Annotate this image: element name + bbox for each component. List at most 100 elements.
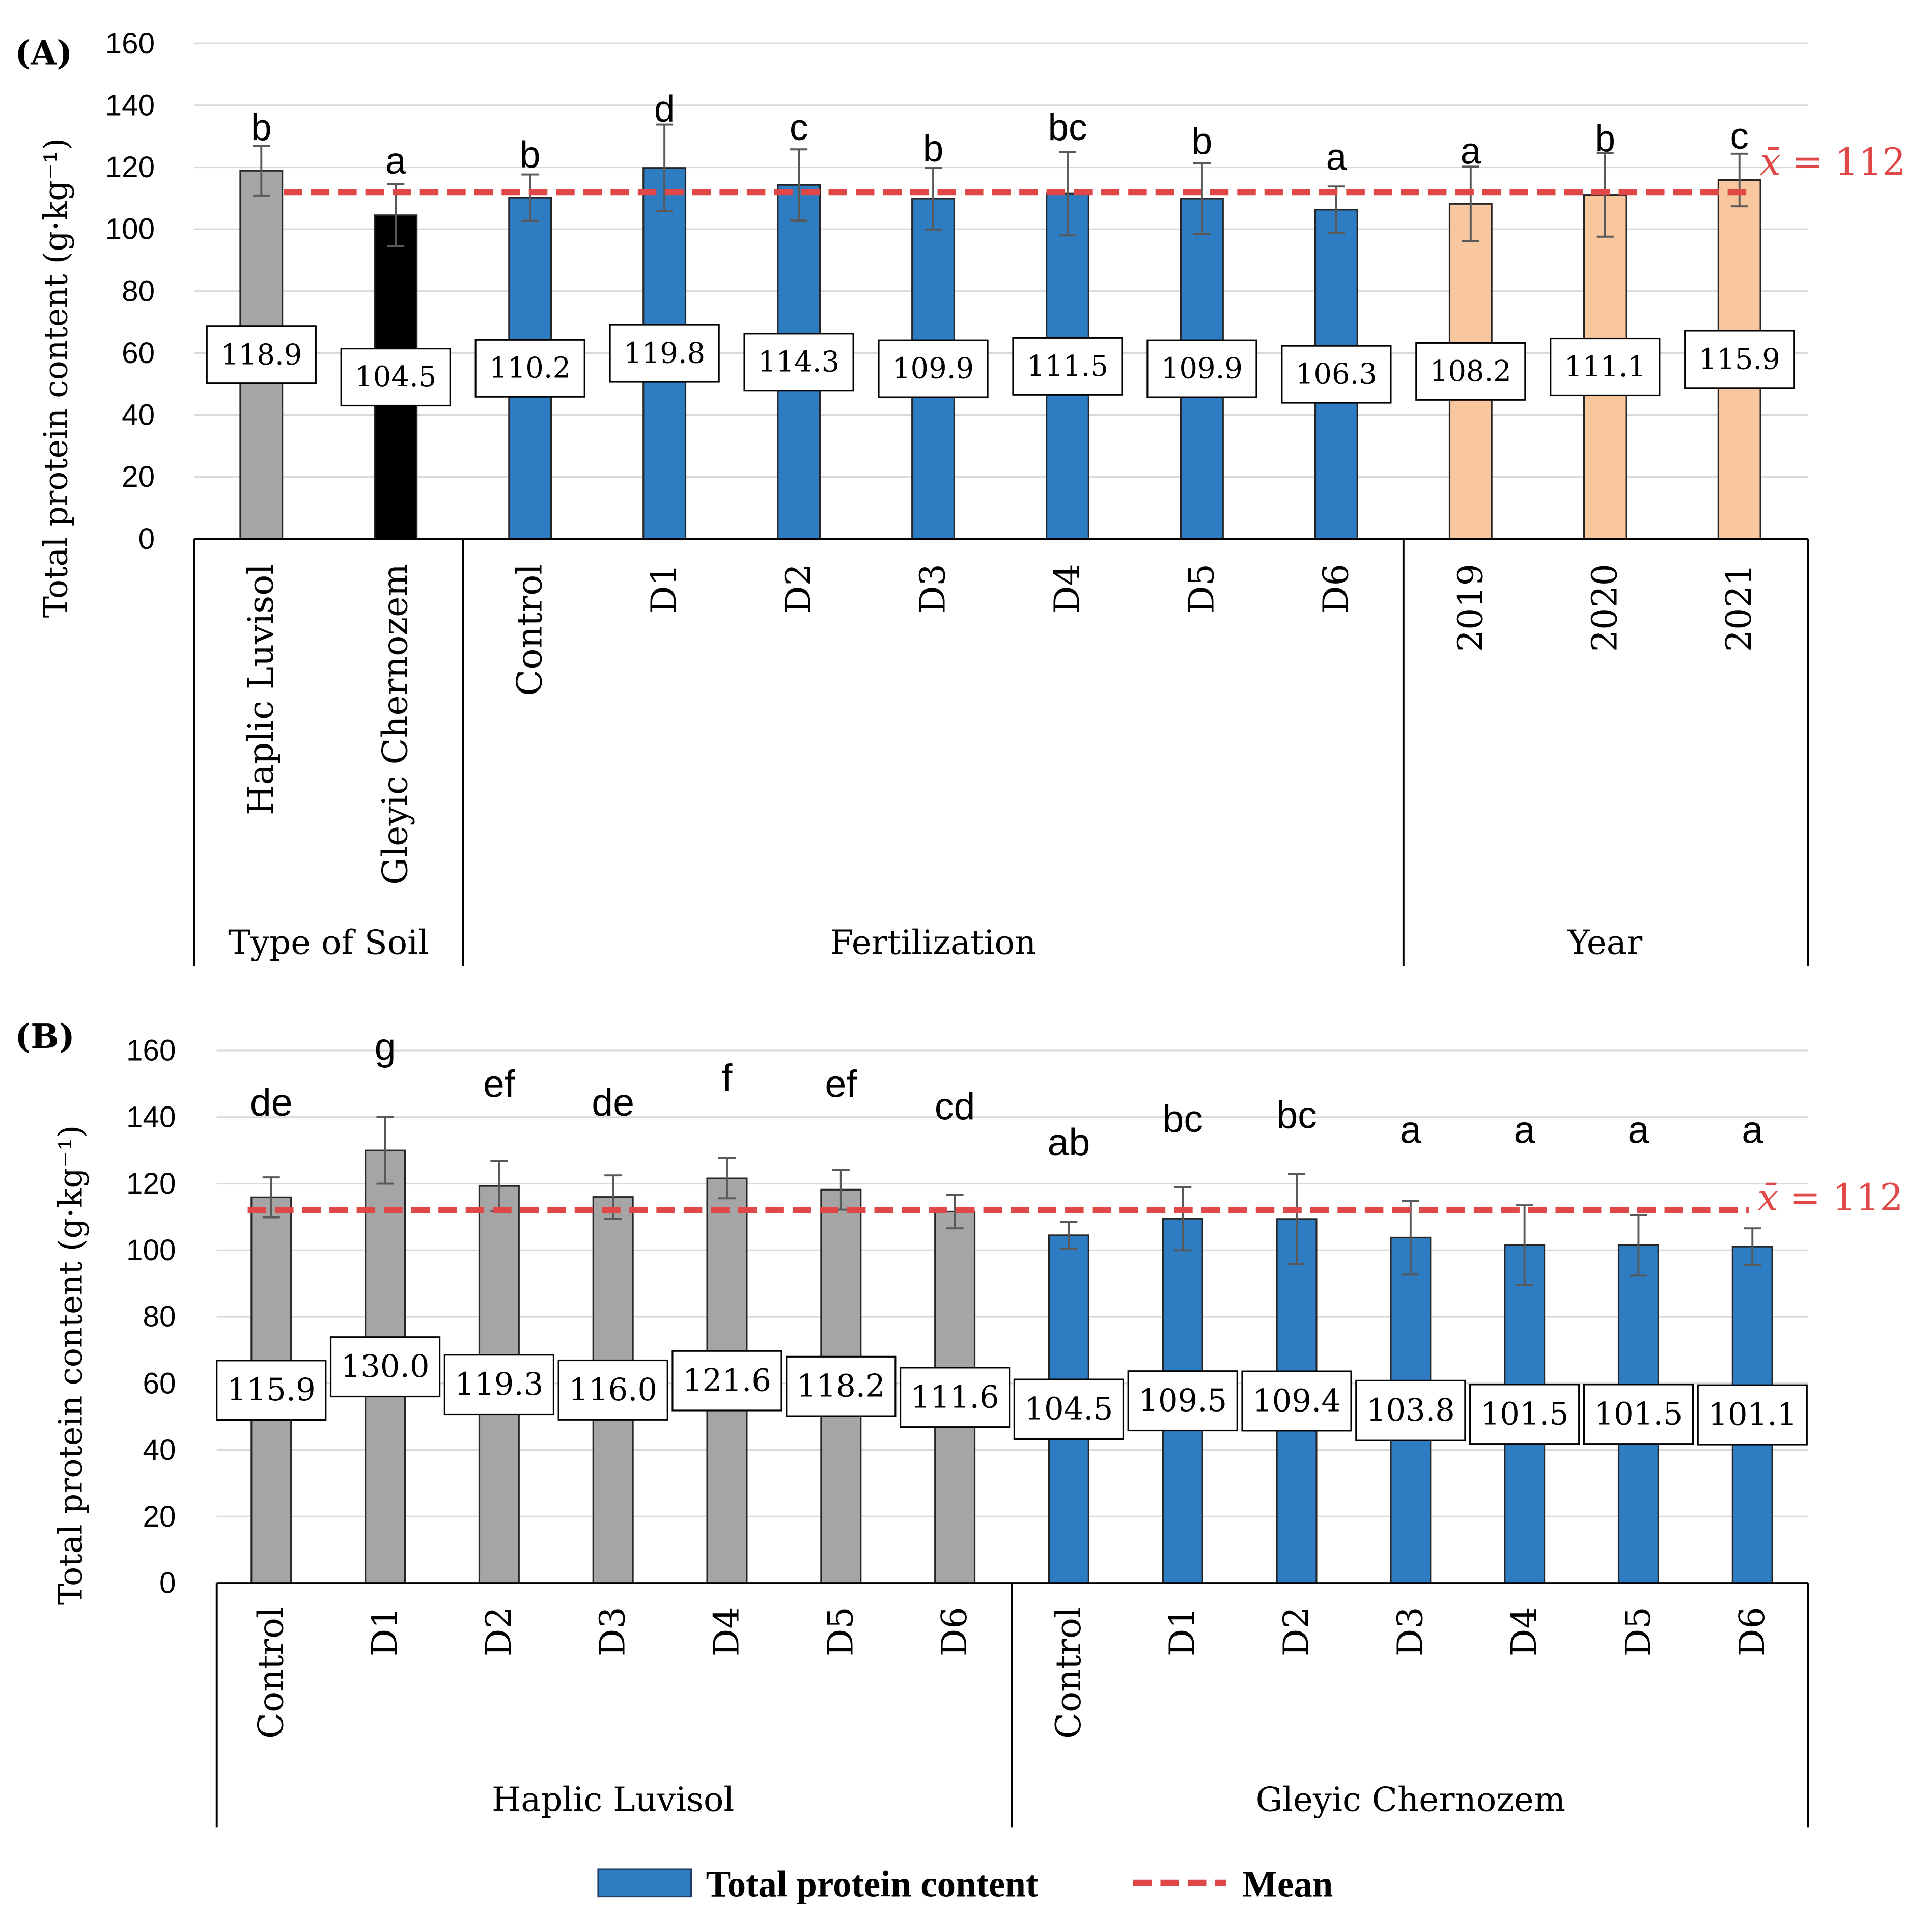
value-label-text: 109.4	[1252, 1383, 1341, 1419]
panel-a-value-label-2019: 108.2	[1415, 342, 1526, 401]
panel-b-category-label-gleyic-chernozem-d5: D5	[1618, 1607, 1659, 1656]
panel-b-y-tick-label-160: 160	[126, 1034, 176, 1067]
panel-a-significance-letter-d1: d	[654, 89, 675, 130]
panel-a-value-label-d6: 106.3	[1281, 345, 1392, 404]
value-label-box	[878, 339, 989, 398]
panel-a-mean-label: x̄ = 112	[1760, 141, 1906, 184]
value-label-box	[1469, 1384, 1580, 1445]
panel-a-category-label-d1: D1	[645, 564, 685, 614]
value-label-box	[786, 1355, 897, 1417]
panel-b-category-label-gleyic-chernozem-d4: D4	[1504, 1607, 1545, 1656]
panel-b-error-bar-haplic-luvisol-control	[262, 1176, 280, 1219]
panel-b-mean-label: x̄ = 112	[1757, 1176, 1903, 1220]
panel-b-significance-letter-gleyic-chernozem-d6: a	[1742, 1109, 1763, 1151]
value-label-box	[1697, 1384, 1808, 1446]
panel-b-value-label-haplic-luvisol-d2: 119.3	[443, 1354, 554, 1416]
panel-b-y-tick-label-120: 120	[126, 1167, 176, 1200]
panel-b-y-tick-label-0: 0	[159, 1567, 176, 1600]
panel-a-label: (A)	[15, 34, 72, 73]
value-label-text: 121.6	[683, 1363, 771, 1399]
legend: Total protein content Mean	[597, 1864, 1333, 1905]
panel-b-group-label-haplic-luvisol: Haplic Luvisol	[492, 1781, 734, 1819]
value-label-text: 119.8	[624, 337, 705, 370]
panel-b-error-bar-haplic-luvisol-d4	[718, 1157, 736, 1200]
value-label-box	[1550, 337, 1661, 397]
panel-a-y-tick-label-120: 120	[105, 151, 155, 184]
panel-a-significance-letter-d3: b	[923, 128, 944, 170]
panel-b-value-label-gleyic-chernozem-d6: 101.1	[1697, 1384, 1808, 1446]
panel-b-y-tick-label-140: 140	[126, 1100, 176, 1133]
panel-a-error-bar-2021	[1730, 152, 1748, 208]
panel-b-error-bar-gleyic-chernozem-d6	[1744, 1227, 1761, 1266]
panel-a-significance-letter-gleyic-chernozem: a	[385, 141, 406, 182]
panel-a-significance-letter-control: b	[520, 134, 541, 176]
panel-a-y-tick-label-140: 140	[105, 89, 155, 122]
panel-b-value-label-haplic-luvisol-d5: 118.2	[786, 1355, 897, 1417]
value-label-box	[474, 339, 585, 398]
panel-b-category-label-gleyic-chernozem-d1: D1	[1163, 1607, 1203, 1656]
panel-a-category-label-2020: 2020	[1585, 564, 1625, 652]
panel-b-significance-letter-gleyic-chernozem-control: ab	[1047, 1121, 1090, 1164]
panel-a-group-label-fertilization: Fertilization	[830, 923, 1037, 962]
panel-b-category-label-gleyic-chernozem-d2: D2	[1277, 1607, 1317, 1656]
panel-a-error-bar-2019	[1462, 165, 1479, 242]
panel-a-category-label-d5: D5	[1182, 564, 1222, 614]
panel-a-y-tick-label-80: 80	[122, 274, 155, 308]
panel-a-category-label-2019: 2019	[1450, 564, 1491, 652]
panel-a-value-label-d2: 114.3	[743, 333, 854, 392]
value-label-text: 115.9	[227, 1372, 316, 1408]
mean-value-text: = 112	[1792, 141, 1906, 184]
panel-b-value-label-gleyic-chernozem-d3: 103.8	[1355, 1379, 1466, 1441]
panel-a-y-tick-label-100: 100	[105, 213, 155, 246]
panel-b-error-bar-haplic-luvisol-d6	[946, 1194, 964, 1230]
value-label-box	[743, 333, 854, 392]
panel-b-y-tick-label-40: 40	[143, 1433, 176, 1467]
panel-a-category-label-control: Control	[510, 564, 550, 696]
panel-a-significance-letter-d6: a	[1326, 137, 1347, 178]
panel-b-category-label-haplic-luvisol-d5: D5	[821, 1607, 861, 1656]
panel-a-category-label-d3: D3	[913, 564, 954, 614]
value-label-text: 118.2	[797, 1369, 885, 1404]
panel-a-error-bar-haplic-luvisol	[253, 145, 270, 197]
panel-a-value-label-control: 110.2	[474, 339, 585, 398]
panel-a-y-tick-label-0: 0	[138, 522, 155, 556]
panel-a-category-label-d6: D6	[1316, 564, 1356, 614]
panel-a-value-label-d5: 109.9	[1146, 339, 1257, 398]
panel-b-category-label-gleyic-chernozem-d3: D3	[1390, 1607, 1431, 1656]
value-label-box	[329, 1336, 441, 1398]
panel-b-value-label-gleyic-chernozem-control: 104.5	[1013, 1378, 1125, 1440]
value-label-text: 130.0	[341, 1349, 430, 1385]
panel-b-category-label-haplic-luvisol-d6: D6	[935, 1607, 975, 1656]
panel-b-significance-letter-gleyic-chernozem-d5: a	[1628, 1109, 1649, 1151]
panel-a-value-label-2021: 115.9	[1684, 330, 1795, 389]
panel-b-significance-letter-haplic-luvisol-d3: de	[592, 1081, 634, 1124]
panel-a-significance-letter-2021: c	[1730, 116, 1748, 157]
panel-a-significance-letter-haplic-luvisol: b	[251, 107, 272, 148]
value-label-text: 104.5	[1024, 1391, 1113, 1427]
value-label-text: 101.5	[1480, 1396, 1569, 1432]
mean-symbol: x̄	[1757, 1176, 1778, 1220]
value-label-box	[1146, 339, 1257, 398]
panel-b-y-tick-label-100: 100	[126, 1234, 176, 1267]
value-label-text: 111.1	[1564, 350, 1646, 383]
panel-b-value-label-haplic-luvisol-d4: 121.6	[671, 1350, 782, 1412]
value-label-box	[1684, 330, 1795, 389]
panel-b-y-tick-label-20: 20	[143, 1500, 176, 1533]
panel-b-significance-letter-haplic-luvisol-d1: g	[375, 1026, 396, 1068]
panel-b-error-bar-gleyic-chernozem-d2	[1288, 1173, 1306, 1265]
panel-a-error-bar-d5	[1193, 162, 1211, 235]
value-label-text: 119.3	[455, 1367, 543, 1402]
panel-a-value-label-2020: 111.1	[1550, 337, 1661, 397]
panel-b-error-bar-haplic-luvisol-d1	[376, 1116, 394, 1185]
value-label-box	[671, 1350, 782, 1412]
panel-b-category-label-haplic-luvisol-control: Control	[251, 1607, 291, 1739]
panel-a-category-label-2021: 2021	[1719, 564, 1759, 652]
value-label-text: 109.5	[1138, 1383, 1227, 1419]
value-label-box	[1013, 1378, 1125, 1440]
panel-b-significance-letter-haplic-luvisol-d4: f	[722, 1057, 733, 1099]
panel-b-value-label-haplic-luvisol-d6: 111.6	[899, 1367, 1011, 1428]
panel-b-significance-letter-haplic-luvisol-d6: cd	[935, 1085, 975, 1128]
value-label-text: 104.5	[355, 361, 436, 394]
legend-mean-label: Mean	[1242, 1864, 1333, 1905]
legend-bar-swatch	[597, 1868, 692, 1898]
